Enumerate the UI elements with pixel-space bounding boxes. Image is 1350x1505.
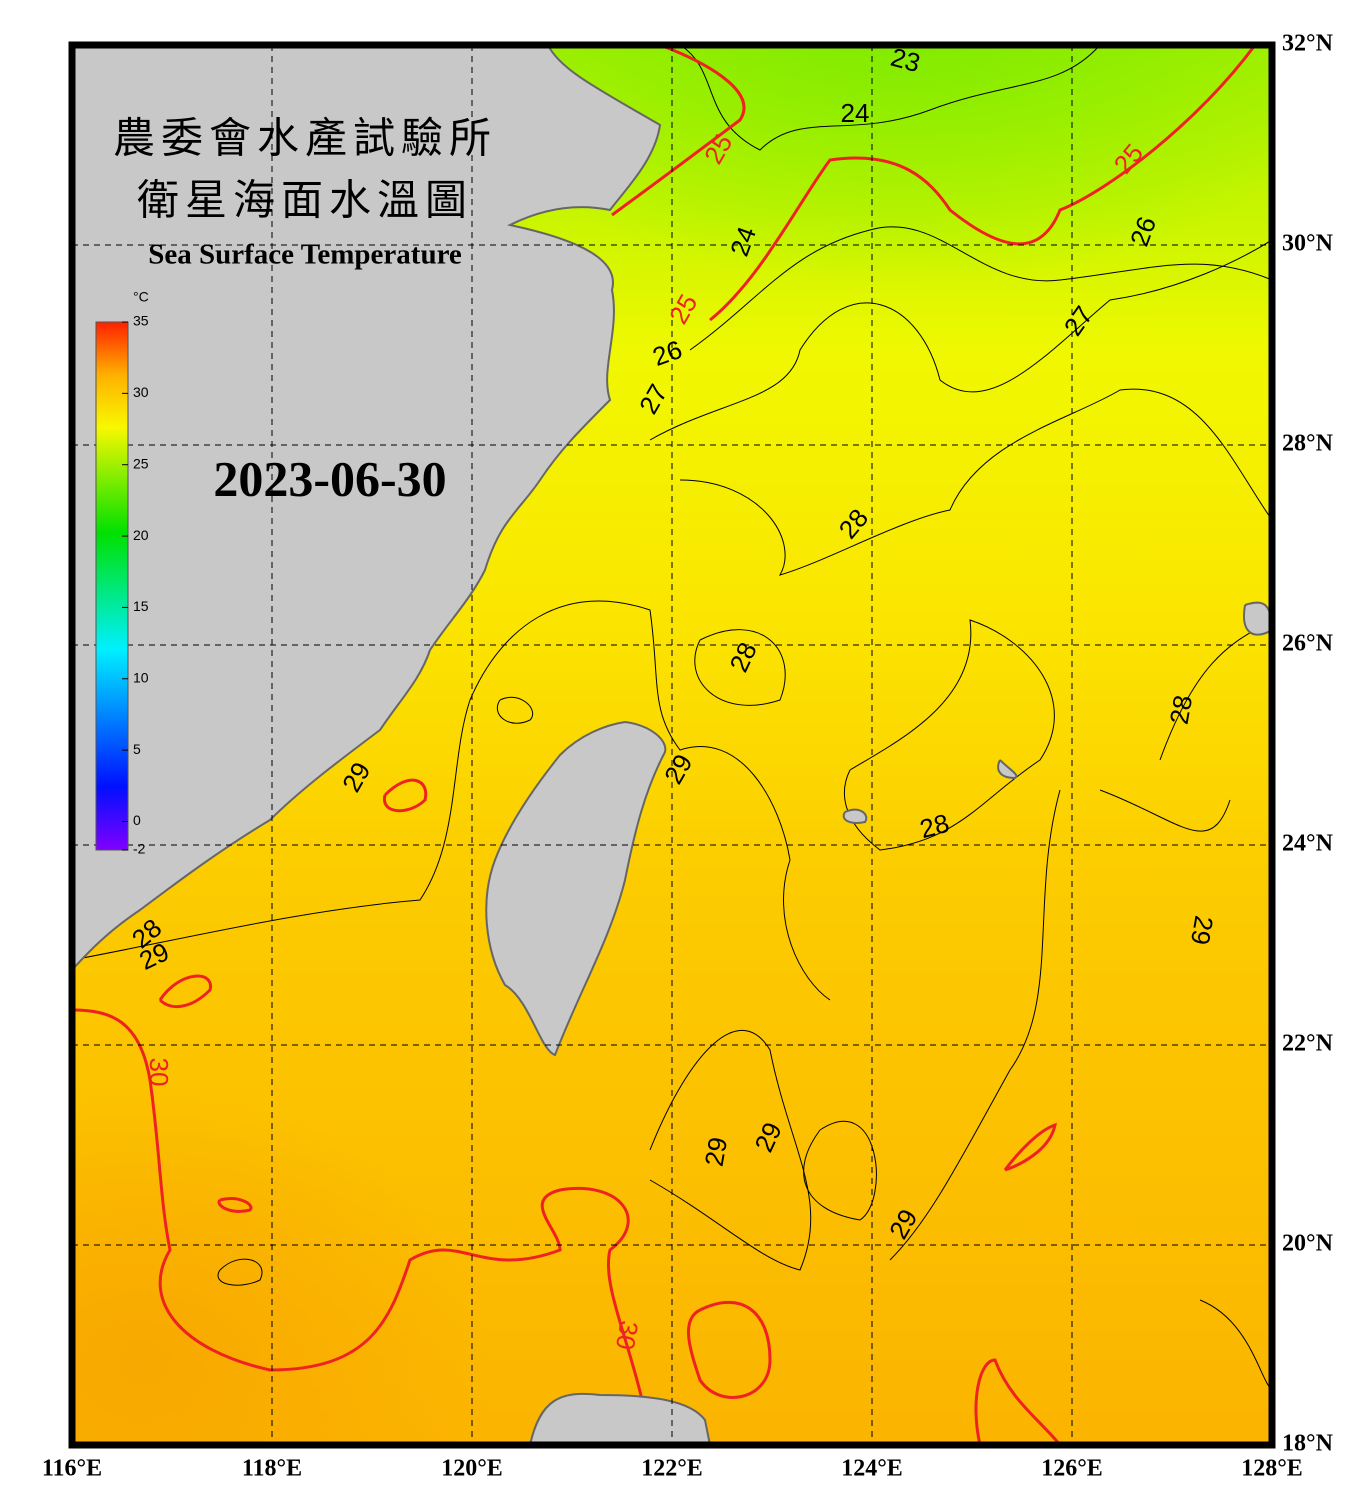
- y-tick-label: 20°N: [1282, 1231, 1334, 1257]
- contour-line: [694, 629, 786, 706]
- title-zh: 農委會水產試驗所: [113, 116, 497, 163]
- colorbar-tick-label: 0: [133, 812, 141, 828]
- colorbar-ticks: 35 30 25 20 15 10 5 0 -2: [122, 313, 149, 857]
- contour-line: [217, 696, 534, 1286]
- contour-line: [679, 45, 1101, 151]
- y-tick-label: 28°N: [1282, 431, 1334, 457]
- frame: [68, 41, 1276, 1449]
- colorbar-tick-label: 15: [133, 598, 149, 614]
- contour-line: [889, 789, 1061, 1261]
- contour-line-30: [72, 1008, 652, 1445]
- graticule: [72, 45, 1272, 1445]
- highlight-contours: [72, 45, 1257, 1445]
- x-tick-label: 116°E: [42, 1456, 102, 1482]
- y-tick-label: 24°N: [1282, 831, 1334, 857]
- contour-line-30: [686, 1300, 772, 1399]
- contour-label: 24: [841, 98, 870, 128]
- contour-line-25: [709, 45, 1257, 322]
- contour-line: [689, 226, 1272, 351]
- warm-water: [72, 900, 772, 1445]
- colorbar-tick-label: 25: [133, 455, 149, 471]
- contour-label: 28: [1164, 693, 1199, 727]
- cool-water: [480, 45, 1272, 340]
- contour-line-25: [611, 45, 746, 217]
- colorbar-unit: °C: [133, 289, 149, 305]
- luzon: [528, 1392, 712, 1445]
- contour-label: 29: [1185, 914, 1220, 948]
- x-tick-label: 124°E: [841, 1456, 903, 1482]
- contour-line: [844, 619, 1055, 851]
- contour-label: 30: [610, 1319, 645, 1353]
- y-tick-label: 18°N: [1282, 1431, 1334, 1457]
- contour-line: [1199, 1299, 1272, 1391]
- title-zh: 衛星海面水溫圖: [137, 179, 473, 225]
- date: 2023-06-30: [213, 450, 446, 506]
- colorbar-tick-label: 30: [133, 384, 149, 400]
- colorbar-tick-label: 20: [133, 527, 149, 543]
- contour-line-30: [974, 1358, 1062, 1445]
- taiwan: [485, 720, 667, 1057]
- china-mainland: [72, 45, 662, 972]
- y-tick-label: 26°N: [1282, 631, 1334, 657]
- contour-line: [72, 600, 831, 1001]
- contour-line: [803, 1120, 877, 1221]
- contour-label: 30: [144, 1058, 174, 1087]
- x-tick-label: 120°E: [441, 1456, 503, 1482]
- colorbar-tick-label: 35: [133, 313, 149, 329]
- contour-line-30: [158, 778, 428, 1213]
- colorbar-tick-label: 5: [133, 741, 141, 757]
- contour-line: [679, 388, 1272, 576]
- colorbar-tick-label: 10: [133, 669, 149, 685]
- x-tick-label: 122°E: [641, 1456, 703, 1482]
- contour-line: [649, 239, 1272, 441]
- contours: [72, 45, 1272, 1391]
- contour-line-30: [1003, 1122, 1057, 1172]
- colorbar-tick-label: -2: [133, 841, 146, 857]
- x-tick-label: 126°E: [1041, 1456, 1103, 1482]
- colorbar: [95, 321, 129, 851]
- axis-ticks: 116°E 118°E 120°E 122°E 124°E 126°E 128°E 32°N 3…: [42, 31, 1334, 1482]
- land: [72, 45, 1272, 1445]
- y-tick-label: 30°N: [1282, 231, 1334, 257]
- y-tick-label: 32°N: [1282, 31, 1334, 57]
- contour-label: 29: [699, 1135, 734, 1169]
- contour-line: [649, 1029, 812, 1271]
- y-tick-label: 22°N: [1282, 1031, 1334, 1057]
- x-tick-label: 128°E: [1241, 1456, 1303, 1482]
- x-tick-label: 118°E: [242, 1456, 302, 1482]
- title-en: Sea Surface Temperature: [148, 239, 462, 271]
